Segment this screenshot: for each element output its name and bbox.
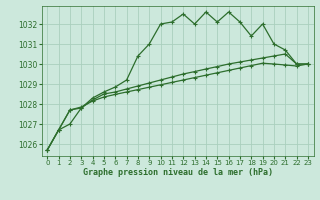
X-axis label: Graphe pression niveau de la mer (hPa): Graphe pression niveau de la mer (hPa) bbox=[83, 168, 273, 177]
